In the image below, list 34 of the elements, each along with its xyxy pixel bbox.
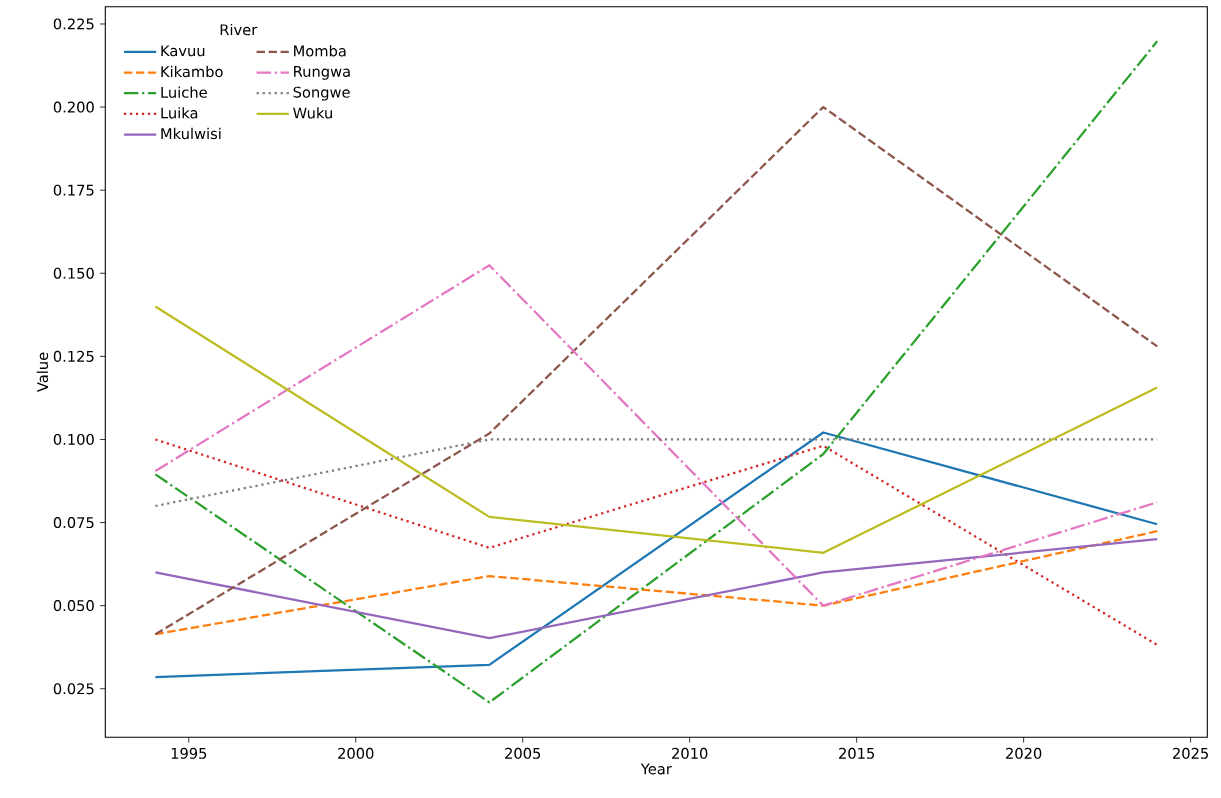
x-tick-label: 2020 — [1006, 747, 1042, 759]
y-tick-label: 0.075 — [53, 517, 94, 529]
legend-title: River — [220, 23, 258, 36]
x-tick-label: 2010 — [672, 747, 708, 759]
legend-label: Momba — [294, 45, 346, 57]
y-tick-label: 0.200 — [53, 101, 94, 113]
legend-label: Kikambo — [161, 65, 223, 78]
y-tick-label: 0.175 — [53, 184, 94, 196]
x-axis-title: Year — [640, 763, 672, 775]
x-tick-label: 2000 — [338, 747, 374, 759]
y-tick-label: 0.050 — [53, 600, 94, 612]
line-series — [154, 438, 1159, 647]
line-series — [154, 40, 1159, 704]
legend-label: Kavuu — [161, 45, 205, 57]
y-tick-label: 0.125 — [53, 350, 94, 362]
legend-label: Luiche — [161, 86, 207, 98]
x-tick-label: 1995 — [171, 747, 207, 759]
y-tick-label: 0.100 — [53, 433, 94, 446]
x-tick-label: 2015 — [839, 747, 875, 759]
legend-label: Songwe — [293, 86, 350, 101]
legend-label: Mkulwisi — [161, 127, 221, 140]
y-tick-label: 0.025 — [53, 683, 94, 695]
line-series — [154, 305, 1159, 554]
legend-label: Luika — [161, 107, 198, 119]
line-series — [154, 105, 1159, 636]
y-tick-label: 0.150 — [53, 267, 94, 279]
y-axis-title: Value — [36, 352, 49, 393]
line-series — [154, 264, 1159, 607]
legend-label: Rungwa — [294, 66, 350, 80]
legend-label: Wuku — [293, 107, 332, 119]
line-series — [154, 431, 1159, 679]
y-tick-label: 0.225 — [53, 18, 94, 30]
x-tick-label: 2005 — [505, 747, 541, 759]
x-tick-label: 2025 — [1173, 747, 1208, 759]
